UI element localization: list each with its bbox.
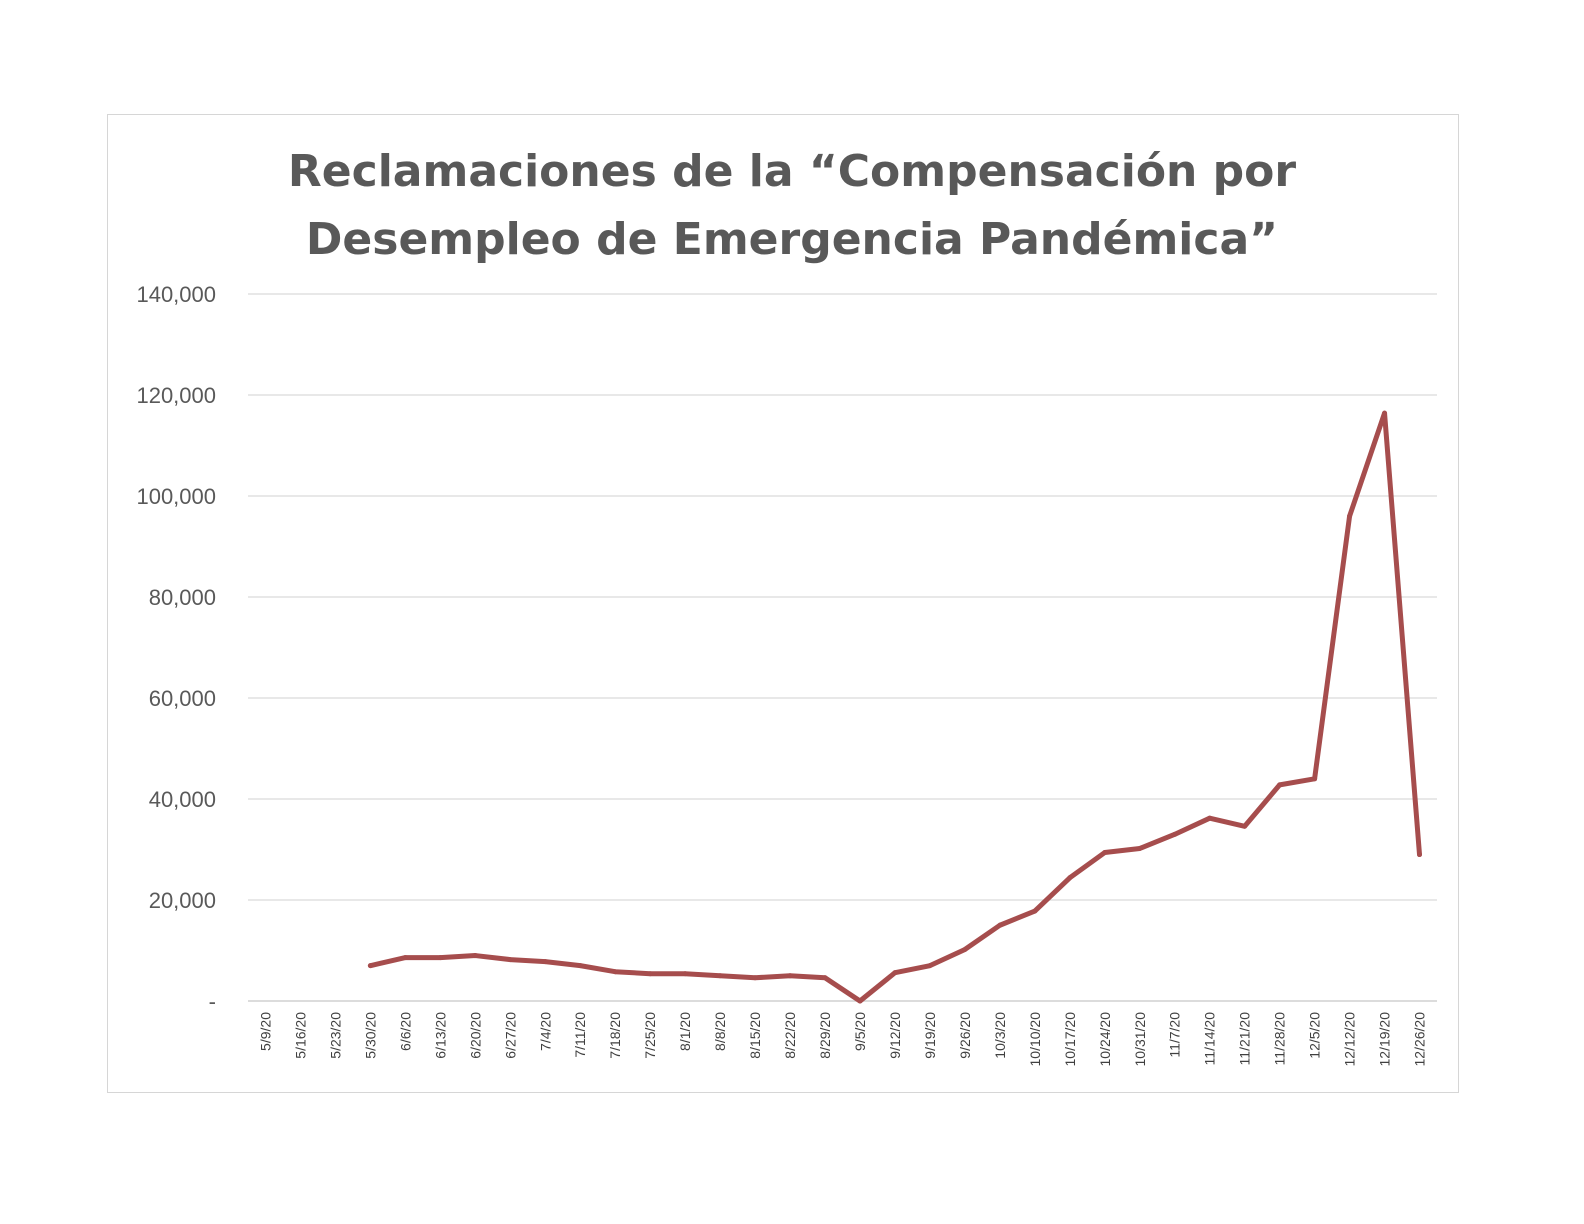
x-tick-label: 10/24/20 bbox=[1097, 1012, 1113, 1067]
data-point bbox=[1102, 850, 1108, 856]
y-tick-label: 100,000 bbox=[136, 484, 216, 509]
series-group bbox=[367, 410, 1423, 1004]
data-point bbox=[472, 953, 478, 959]
data-point bbox=[647, 971, 653, 977]
x-tick-label: 9/12/20 bbox=[887, 1012, 903, 1059]
x-tick-label: 10/10/20 bbox=[1027, 1012, 1043, 1067]
data-point bbox=[682, 971, 688, 977]
y-tick-label: 120,000 bbox=[136, 383, 216, 408]
data-point bbox=[1242, 823, 1248, 829]
chart-frame bbox=[107, 114, 1459, 1093]
y-tick-label: 60,000 bbox=[149, 686, 216, 711]
data-point bbox=[1347, 513, 1353, 519]
x-tick-label: 8/8/20 bbox=[712, 1012, 728, 1051]
data-point bbox=[892, 970, 898, 976]
data-point bbox=[997, 922, 1003, 928]
x-tick-label: 10/3/20 bbox=[992, 1012, 1008, 1059]
x-tick-label: 8/22/20 bbox=[782, 1012, 798, 1059]
x-tick-label: 9/5/20 bbox=[852, 1012, 868, 1051]
x-tick-label: 7/4/20 bbox=[537, 1012, 553, 1051]
x-tick-label: 11/21/20 bbox=[1237, 1012, 1253, 1066]
x-tick-label: 5/23/20 bbox=[327, 1012, 343, 1059]
data-point bbox=[507, 957, 513, 963]
x-tick-label: 12/19/20 bbox=[1377, 1012, 1393, 1067]
data-point bbox=[1207, 815, 1213, 821]
x-tick-label: 5/30/20 bbox=[362, 1012, 378, 1059]
x-tick-label: 5/16/20 bbox=[292, 1012, 308, 1059]
x-tick-label: 9/26/20 bbox=[957, 1012, 973, 1059]
y-tick-label: 140,000 bbox=[136, 282, 216, 307]
y-axis: - 20,000 40,000 60,000 80,000 100,000 120,000 1… bbox=[136, 282, 216, 1014]
data-point bbox=[1417, 852, 1423, 858]
x-tick-label: 10/31/20 bbox=[1132, 1012, 1148, 1067]
x-tick-label: 7/25/20 bbox=[642, 1012, 658, 1059]
y-tick-label: 40,000 bbox=[149, 787, 216, 812]
data-point bbox=[1032, 908, 1038, 914]
x-axis: 5/9/20 5/16/20 5/23/20 5/30/20 6/6/20 6/13/20… bbox=[257, 1012, 1427, 1067]
x-tick-label: 9/19/20 bbox=[922, 1012, 938, 1059]
x-tick-label: 7/18/20 bbox=[607, 1012, 623, 1059]
x-tick-label: 12/5/20 bbox=[1307, 1012, 1323, 1059]
data-point bbox=[927, 963, 933, 969]
data-point bbox=[1312, 776, 1318, 782]
x-tick-label: 5/9/20 bbox=[257, 1012, 273, 1051]
data-point bbox=[822, 975, 828, 981]
x-tick-label: 12/26/20 bbox=[1412, 1012, 1428, 1067]
x-tick-label: 8/29/20 bbox=[817, 1012, 833, 1059]
y-tick-label: 80,000 bbox=[149, 585, 216, 610]
data-point bbox=[437, 955, 443, 961]
x-tick-label: 11/7/20 bbox=[1167, 1012, 1183, 1058]
x-tick-label: 11/14/20 bbox=[1202, 1012, 1218, 1066]
x-tick-label: 6/6/20 bbox=[397, 1012, 413, 1051]
x-tick-label: 11/28/20 bbox=[1272, 1012, 1288, 1066]
data-point bbox=[577, 963, 583, 969]
data-point bbox=[1137, 845, 1143, 851]
grid-lines bbox=[248, 293, 1437, 1002]
chart-title: Reclamaciones de la “Compensación por De… bbox=[0, 138, 1584, 274]
x-tick-label: 6/20/20 bbox=[467, 1012, 483, 1059]
data-point bbox=[1172, 831, 1178, 837]
x-tick-label: 10/17/20 bbox=[1062, 1012, 1078, 1067]
data-point bbox=[787, 973, 793, 979]
data-point bbox=[962, 946, 968, 952]
y-tick-label: - bbox=[209, 989, 216, 1014]
x-tick-label: 8/1/20 bbox=[677, 1012, 693, 1051]
data-point bbox=[1382, 410, 1388, 416]
data-point bbox=[542, 959, 548, 965]
x-tick-label: 8/15/20 bbox=[747, 1012, 763, 1059]
data-point bbox=[367, 963, 373, 969]
data-point bbox=[1277, 782, 1283, 788]
y-tick-label: 20,000 bbox=[149, 888, 216, 913]
data-point bbox=[612, 969, 618, 975]
x-tick-label: 6/27/20 bbox=[502, 1012, 518, 1059]
x-tick-label: 12/12/20 bbox=[1342, 1012, 1358, 1067]
chart-title-line-1: Reclamaciones de la “Compensación por bbox=[287, 146, 1297, 197]
data-point bbox=[752, 975, 758, 981]
x-tick-label: 7/11/20 bbox=[572, 1012, 588, 1058]
data-point bbox=[857, 998, 863, 1004]
x-tick-label: 6/13/20 bbox=[432, 1012, 448, 1059]
chart-title-line-2: Desempleo de Emergencia Pandémica” bbox=[305, 214, 1279, 265]
data-point bbox=[717, 973, 723, 979]
data-point bbox=[402, 955, 408, 961]
data-point bbox=[1067, 875, 1073, 881]
series-line bbox=[367, 410, 1423, 1004]
